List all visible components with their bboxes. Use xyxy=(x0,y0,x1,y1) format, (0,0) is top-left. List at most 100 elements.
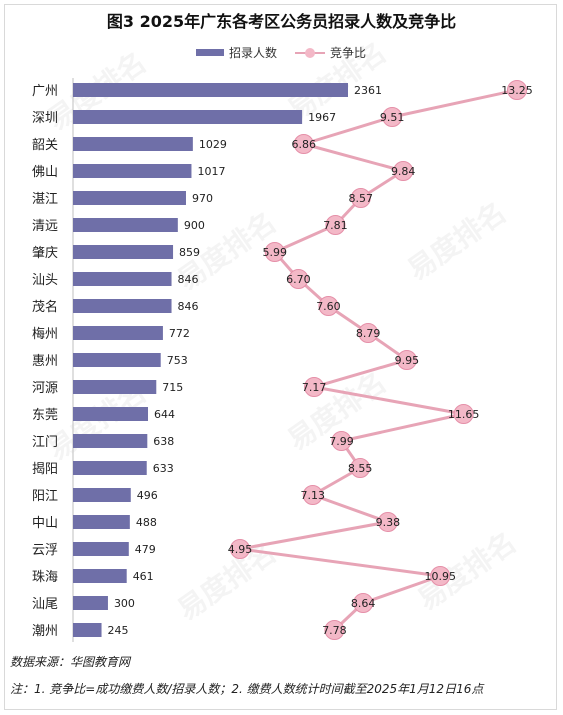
bar xyxy=(73,218,178,232)
bar-value-label: 496 xyxy=(137,489,158,502)
ratio-value-label: 8.55 xyxy=(348,462,373,475)
bar-value-label: 479 xyxy=(135,543,156,556)
ratio-point xyxy=(453,404,474,424)
bar-value-label: 644 xyxy=(154,408,175,421)
bar xyxy=(73,488,131,502)
ratio-point xyxy=(350,458,371,478)
ratio-point xyxy=(507,80,527,100)
bar-value-label: 970 xyxy=(192,192,213,205)
ratio-value-label: 9.51 xyxy=(380,111,405,124)
ratio-value-label: 7.78 xyxy=(322,624,347,637)
ratio-point xyxy=(304,377,325,397)
bar xyxy=(73,542,129,556)
bar-value-label: 1967 xyxy=(308,111,336,124)
category-label: 茂名 xyxy=(32,299,58,315)
bar-value-label: 772 xyxy=(169,327,190,340)
legend-item-line: 竞争比 xyxy=(295,44,366,61)
bar-value-label: 488 xyxy=(136,516,157,529)
bar xyxy=(73,569,127,583)
ratio-point xyxy=(325,215,346,235)
legend-label-line: 竞争比 xyxy=(330,46,367,60)
ratio-point xyxy=(382,107,403,127)
bar-value-label: 245 xyxy=(108,624,129,637)
category-label: 佛山 xyxy=(32,165,58,180)
ratio-value-label: 9.84 xyxy=(391,165,416,178)
ratio-value-label: 5.99 xyxy=(262,246,287,259)
bar xyxy=(73,110,303,124)
ratio-value-label: 9.95 xyxy=(395,354,420,367)
ratio-point xyxy=(430,566,451,586)
category-label: 中山 xyxy=(32,516,58,531)
bar-value-label: 461 xyxy=(133,570,154,583)
category-label: 汕尾 xyxy=(32,597,58,612)
source-text: 数据来源：华图教育网 xyxy=(10,655,131,669)
bar-value-label: 900 xyxy=(184,219,205,232)
category-label: 惠州 xyxy=(32,354,58,369)
ratio-point xyxy=(318,296,339,316)
bar xyxy=(73,164,192,178)
ratio-value-label: 7.99 xyxy=(329,435,354,448)
chart-title: 图3 2025年广东各考区公务员招录人数及竞争比 xyxy=(106,12,457,31)
ratio-value-label: 7.17 xyxy=(302,381,327,394)
category-label: 河源 xyxy=(32,381,58,396)
bar-value-label: 638 xyxy=(153,435,174,448)
bar xyxy=(73,191,186,205)
bar xyxy=(73,623,102,637)
bar-value-label: 1017 xyxy=(197,165,225,178)
ratio-point xyxy=(377,512,398,532)
ratio-value-label: 10.95 xyxy=(424,570,456,583)
category-label: 肇庆 xyxy=(32,246,58,261)
ratio-value-label: 8.57 xyxy=(349,192,374,205)
bar-value-label: 753 xyxy=(167,354,188,367)
ratio-point xyxy=(264,242,285,262)
ratio-value-label: 4.95 xyxy=(228,543,253,556)
ratio-value-label: 8.64 xyxy=(351,597,376,610)
bar-value-label: 633 xyxy=(153,462,174,475)
ratio-point xyxy=(302,485,323,505)
category-label: 汕头 xyxy=(32,273,58,288)
ratio-value-label: 7.60 xyxy=(316,300,341,313)
bar xyxy=(73,434,148,448)
category-label: 珠海 xyxy=(32,570,58,585)
category-label: 潮州 xyxy=(32,624,58,639)
ratio-value-label: 7.81 xyxy=(323,219,348,232)
ratio-point xyxy=(288,269,309,289)
ratio-point xyxy=(358,323,379,343)
ratio-value-label: 13.25 xyxy=(501,84,533,97)
ratio-point xyxy=(396,350,417,370)
ratio-point xyxy=(353,593,374,613)
category-label: 阳江 xyxy=(32,489,58,504)
category-label: 深圳 xyxy=(32,111,58,126)
ratio-value-label: 8.79 xyxy=(356,327,381,340)
legend-bar-swatch xyxy=(196,49,224,56)
note-text: 注：1. 竞争比=成功缴费人数/招录人数；2. 缴费人数统计时间截至2025年1… xyxy=(10,682,484,696)
ratio-value-label: 9.38 xyxy=(376,516,401,529)
ratio-value-label: 6.70 xyxy=(286,273,311,286)
bar-value-label: 846 xyxy=(178,300,199,313)
bar xyxy=(73,245,174,259)
ratio-value-label: 6.86 xyxy=(291,138,316,151)
bar xyxy=(73,461,147,475)
bar xyxy=(73,326,163,340)
ratio-point xyxy=(350,188,371,208)
category-label: 湛江 xyxy=(32,192,58,207)
category-label: 梅州 xyxy=(32,327,58,342)
ratio-point xyxy=(324,620,345,640)
bar-value-label: 300 xyxy=(114,597,135,610)
bar-value-label: 2361 xyxy=(354,84,382,97)
bar-value-label: 846 xyxy=(178,273,199,286)
category-label: 江门 xyxy=(32,435,58,450)
ratio-point xyxy=(393,161,414,181)
bar xyxy=(73,137,193,151)
bar xyxy=(73,353,161,367)
legend-label-bar: 招录人数 xyxy=(229,46,278,60)
bar xyxy=(73,299,172,313)
category-label: 东莞 xyxy=(32,408,58,423)
bar xyxy=(73,515,130,529)
bar xyxy=(73,272,172,286)
bar-value-label: 1029 xyxy=(199,138,227,151)
ratio-point xyxy=(293,134,314,154)
ratio-line xyxy=(238,88,518,632)
legend-line-swatch xyxy=(295,47,326,58)
